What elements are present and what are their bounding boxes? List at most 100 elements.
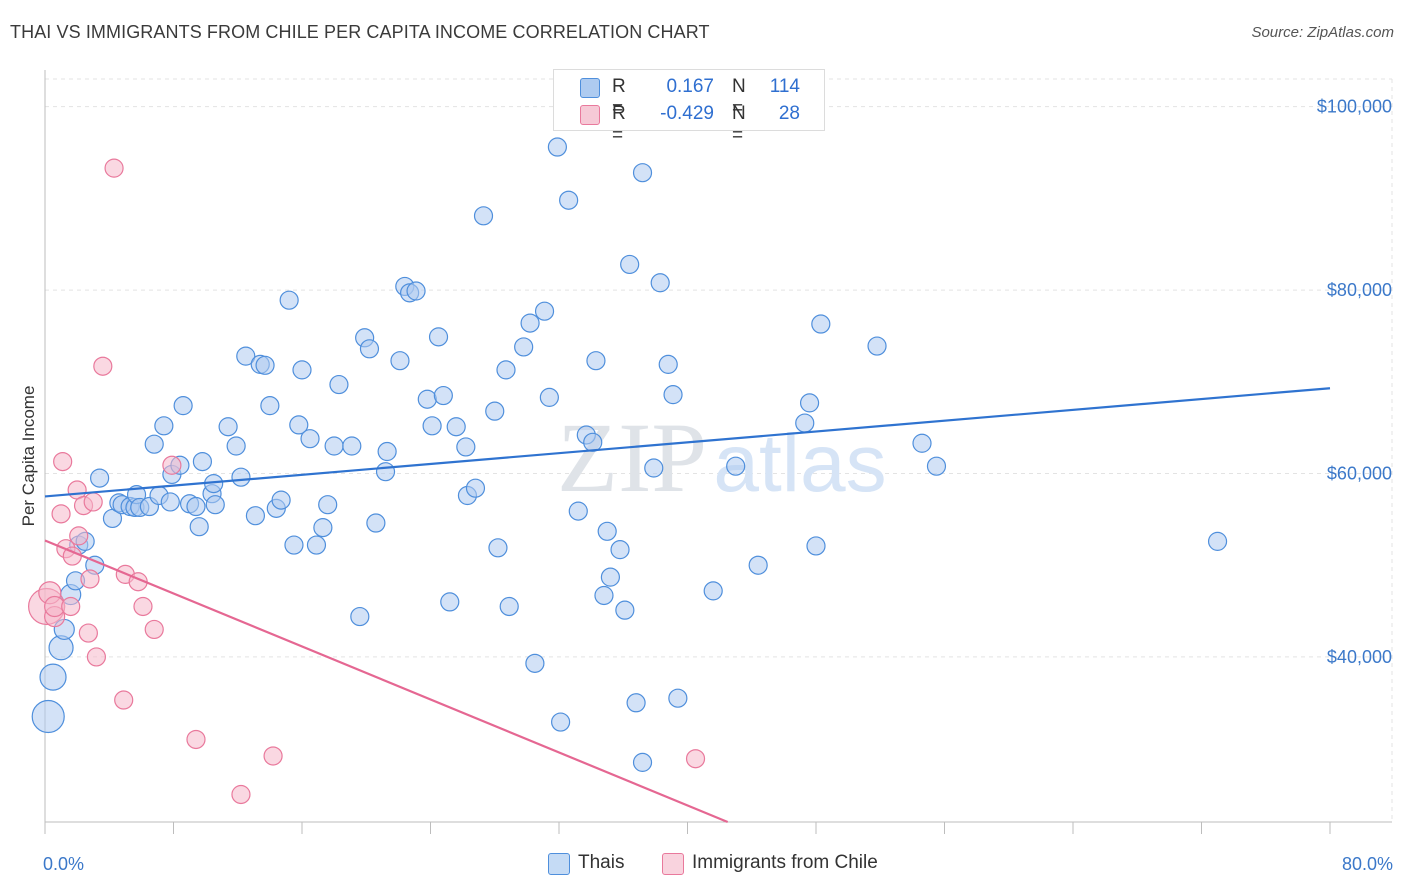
data-point (626, 693, 646, 713)
data-point (300, 429, 320, 449)
data-point (324, 436, 344, 456)
bottom-legend-swatch-thais (548, 853, 570, 875)
data-point (658, 354, 678, 374)
legend-r-value: -0.429 (660, 103, 714, 124)
data-point (568, 501, 588, 521)
data-point (255, 355, 275, 375)
data-point (245, 506, 266, 526)
data-point (350, 606, 370, 627)
data-point (342, 436, 362, 456)
data-point (205, 495, 225, 515)
data-point (271, 490, 291, 510)
data-point (375, 462, 396, 482)
bottom-legend-swatch-chile (662, 853, 684, 875)
data-point (78, 623, 98, 643)
data-point (456, 437, 476, 457)
data-point (186, 496, 206, 517)
data-point (160, 492, 180, 512)
series-immigrants-from-chile (28, 158, 706, 805)
data-point (428, 327, 449, 347)
legend-r-value: 0.167 (666, 76, 714, 97)
data-point (473, 206, 494, 226)
data-point (488, 538, 508, 558)
y-tick-label: $40,000 (1327, 647, 1392, 667)
data-point (31, 699, 65, 734)
data-point (189, 517, 209, 537)
data-point (668, 688, 688, 708)
data-point (359, 339, 380, 359)
data-point (260, 396, 280, 416)
data-point (485, 401, 505, 421)
data-point (644, 458, 664, 478)
data-point (154, 416, 174, 436)
data-point (559, 190, 579, 210)
series-thais (31, 137, 1228, 772)
data-point (551, 712, 571, 732)
bottom-legend-label-thais: Thais (578, 852, 625, 873)
bottom-legend-label-chile: Immigrants from Chile (692, 852, 878, 873)
source-label: Source: ZipAtlas.com (1251, 24, 1394, 41)
data-point (583, 432, 603, 452)
data-point (162, 455, 182, 475)
data-point (390, 351, 410, 371)
data-point (499, 596, 519, 617)
y-axis-title: Per Capita Income (19, 386, 38, 527)
data-point (547, 137, 567, 157)
legend-swatch-thais (580, 78, 600, 98)
data-point (539, 387, 559, 407)
data-point (496, 360, 516, 380)
legend-r-label: R = (612, 103, 626, 146)
data-point (525, 653, 545, 673)
data-point (650, 273, 670, 293)
data-point (231, 784, 251, 805)
trend-lines (44, 387, 1331, 824)
data-point (292, 360, 312, 380)
data-point (133, 596, 153, 617)
data-point (632, 163, 653, 183)
data-point (192, 451, 213, 472)
data-point (144, 619, 164, 640)
data-point (597, 521, 617, 541)
data-point (83, 492, 103, 512)
axes (44, 70, 1392, 834)
data-point (80, 569, 100, 589)
watermark-zip: ZIP (557, 402, 707, 513)
legend-n-label: N = (732, 103, 746, 146)
data-point (465, 478, 486, 498)
data-point (86, 647, 107, 667)
data-point (313, 518, 333, 538)
legend-swatch-chile (580, 105, 600, 125)
data-point (39, 663, 67, 691)
y-tick-label: $80,000 (1327, 280, 1392, 300)
data-point (703, 581, 723, 601)
data-point (377, 441, 397, 462)
data-point (236, 346, 256, 366)
data-point (231, 467, 251, 487)
data-point (795, 413, 815, 433)
tick-labels: $40,000 $60,000 $80,000 $100,000 0.0% 80.0% (43, 97, 1393, 874)
data-point (53, 451, 73, 472)
data-point (186, 729, 206, 750)
data-point (104, 158, 124, 178)
trend-line-thais (44, 387, 1331, 498)
data-point (93, 356, 113, 376)
data-point (329, 374, 349, 395)
data-point (173, 396, 193, 416)
data-point (61, 596, 81, 617)
data-point (867, 336, 887, 356)
data-point (586, 351, 606, 371)
data-point (926, 456, 947, 476)
data-point (806, 536, 826, 556)
legend-n-value: 28 (778, 103, 800, 124)
data-point (90, 468, 110, 488)
data-point (748, 555, 768, 575)
data-point (615, 600, 635, 620)
data-point (685, 749, 706, 769)
data-point (520, 313, 540, 333)
data-point (51, 504, 71, 524)
data-point (799, 393, 820, 413)
data-point (226, 436, 246, 456)
data-point (600, 567, 621, 587)
data-point (422, 416, 442, 436)
